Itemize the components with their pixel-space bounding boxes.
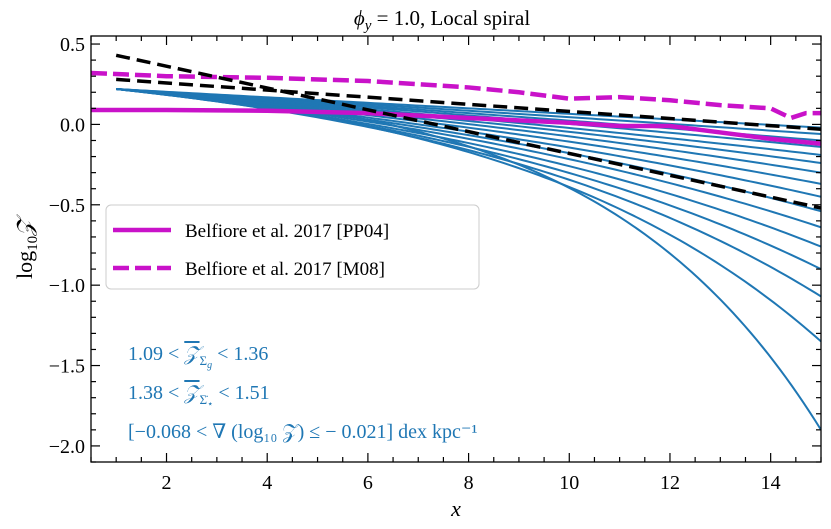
x-tick-label: 10 — [559, 472, 579, 494]
legend: Belfiore et al. 2017 [PP04] Belfiore et … — [105, 204, 480, 290]
plot-area — [91, 53, 821, 431]
model-curve-16 — [116, 88, 821, 431]
chart-title: ϕy = 1.0, Local spiral — [354, 6, 531, 34]
plot-frame — [90, 35, 822, 463]
y-tick-label: −1.5 — [49, 356, 85, 378]
x-tick-label: 12 — [660, 472, 680, 494]
x-axis-title: x — [450, 496, 461, 521]
y-tick-label: −2.0 — [49, 436, 85, 458]
series-line-3 — [115, 53, 821, 210]
x-tick-label: 6 — [363, 472, 373, 494]
legend-label-pp04: Belfiore et al. 2017 [PP04] — [185, 221, 389, 242]
axis-tick-labels: 2 4 6 8 10 12 14 0.5 0.0 −0.5 −1.0 −1.5 −2.0 — [49, 34, 781, 494]
y-tick-label: −1.0 — [49, 275, 85, 297]
annotation-sigma-g: 1.09 < 𝒵Σg < 1.36 — [128, 343, 268, 371]
y-tick-label: 0.0 — [60, 114, 85, 136]
series-lines — [91, 53, 821, 210]
axis-ticks — [90, 36, 822, 463]
x-tick-label: 2 — [162, 472, 172, 494]
annotation-sigma-dot: 1.38 < 𝒵Σ̇⋆ < 1.51 — [128, 382, 270, 410]
y-axis-title: log10𝒵 — [12, 214, 41, 279]
series-line-1 — [91, 107, 821, 146]
x-tick-label: 8 — [464, 472, 474, 494]
annotation-gradient-range: [−0.068 < ∇ (log₁₀ 𝒵) ≤ − 0.021] dex kpc… — [128, 421, 477, 443]
model-curve-15 — [116, 88, 821, 343]
y-tick-label: −0.5 — [49, 195, 85, 217]
legend-frame — [105, 204, 480, 290]
x-tick-label: 4 — [262, 472, 272, 494]
series-line-4 — [116, 77, 821, 131]
legend-label-m08: Belfiore et al. 2017 [M08] — [185, 259, 385, 280]
x-tick-label: 14 — [761, 472, 781, 494]
y-tick-label: 0.5 — [60, 34, 85, 56]
